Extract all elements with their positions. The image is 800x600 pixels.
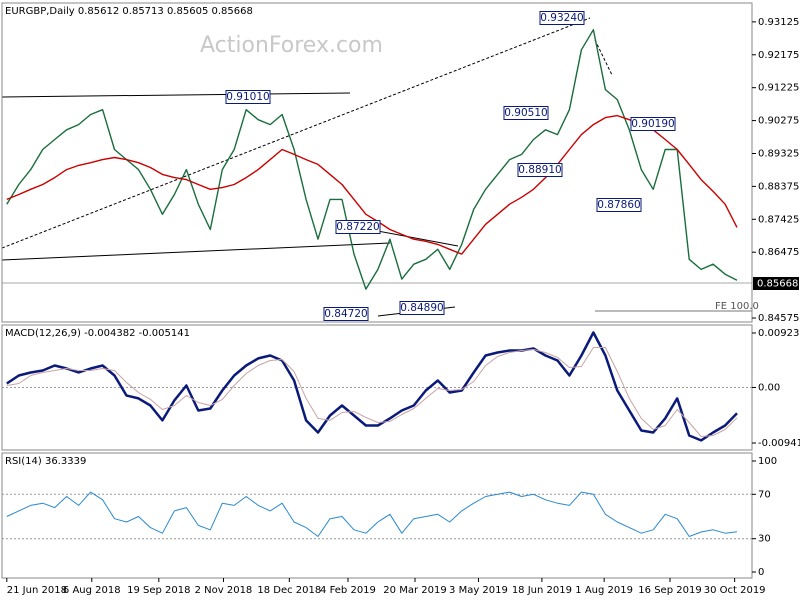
series-line	[6, 347, 738, 437]
x-tick-label: 19 Sep 2018	[127, 585, 190, 596]
y-tick-label: 0.93125	[758, 17, 799, 28]
annotation: 0.93240	[540, 12, 583, 24]
x-tick-label: 2 Nov 2018	[195, 585, 253, 596]
y-tick-label: 0.92175	[758, 50, 799, 61]
panel-frame	[1, 452, 753, 579]
y-tick-label: 0.009237	[758, 328, 800, 339]
annotation: 0.84890	[400, 302, 443, 314]
last-price-box	[753, 277, 799, 290]
panel-title: RSI(14) 36.3339	[5, 456, 86, 467]
watermark: ActionForex.com	[200, 33, 383, 58]
x-tick-label: 16 Sep 2019	[638, 585, 701, 596]
trend-line	[1, 242, 391, 261]
annotation-box	[517, 163, 563, 177]
annotation-box	[503, 106, 549, 120]
annotation: 0.91010	[226, 91, 269, 103]
series-line	[6, 331, 738, 442]
trend-line	[1, 17, 591, 249]
series-line	[6, 114, 738, 255]
annotation: 0.87220	[336, 221, 379, 233]
x-tick-label: 6 Aug 2018	[63, 585, 121, 596]
annotation: 0.84720	[324, 308, 367, 320]
series-line	[6, 29, 738, 290]
annotation: FE 100.0	[715, 301, 759, 312]
series-line	[6, 491, 738, 537]
panel-title: MACD(12,26,9) -0.004382 -0.005141	[5, 328, 190, 339]
x-tick-label: 4 Feb 2019	[320, 585, 376, 596]
annotation: 0.90190	[631, 118, 674, 130]
x-tick-label: 21 Jun 2018	[7, 585, 67, 596]
panel-title: EURGBP,Daily 0.85612 0.85713 0.85605 0.8…	[5, 6, 253, 17]
y-tick-label: 0.84575	[758, 313, 799, 324]
annotation-box	[596, 198, 642, 212]
y-tick-label: 30	[758, 534, 771, 545]
y-tick-label: 100	[758, 456, 777, 467]
y-tick-label: 0.88375	[758, 181, 799, 192]
last-price-label: 0.85668	[757, 279, 798, 290]
annotation-box	[630, 117, 676, 131]
annotation-box	[399, 301, 445, 315]
y-tick-label: 0.86475	[758, 247, 799, 258]
y-tick-label: 0.00	[758, 382, 780, 393]
annotation-box	[323, 307, 369, 321]
y-tick-label: 0	[758, 567, 764, 578]
panel-frame	[1, 2, 753, 323]
x-tick-label: 18 Dec 2018	[257, 585, 321, 596]
y-tick-label: 0.89325	[758, 148, 799, 159]
trend-line	[594, 39, 613, 76]
annotation-box	[539, 11, 585, 25]
annotation-box	[335, 220, 381, 234]
x-tick-label: 18 Jun 2019	[512, 585, 572, 596]
x-tick-label: 20 Mar 2019	[383, 585, 446, 596]
x-tick-label: 30 Oct 2019	[704, 585, 766, 596]
x-tick-label: 3 May 2019	[449, 585, 508, 596]
x-tick-label: 1 Aug 2019	[575, 585, 633, 596]
annotation: 0.87860	[597, 199, 640, 211]
y-tick-label: 0.87425	[758, 214, 799, 225]
y-tick-label: 0.90275	[758, 116, 799, 127]
annotation-box	[225, 90, 271, 104]
annotation: 0.88910	[518, 164, 561, 176]
annotation: 0.90510	[504, 107, 547, 119]
y-tick-label: 0.91225	[758, 83, 799, 94]
y-tick-label: -0.009413	[758, 438, 800, 449]
y-tick-label: 70	[758, 489, 771, 500]
trend-line	[1, 92, 351, 98]
